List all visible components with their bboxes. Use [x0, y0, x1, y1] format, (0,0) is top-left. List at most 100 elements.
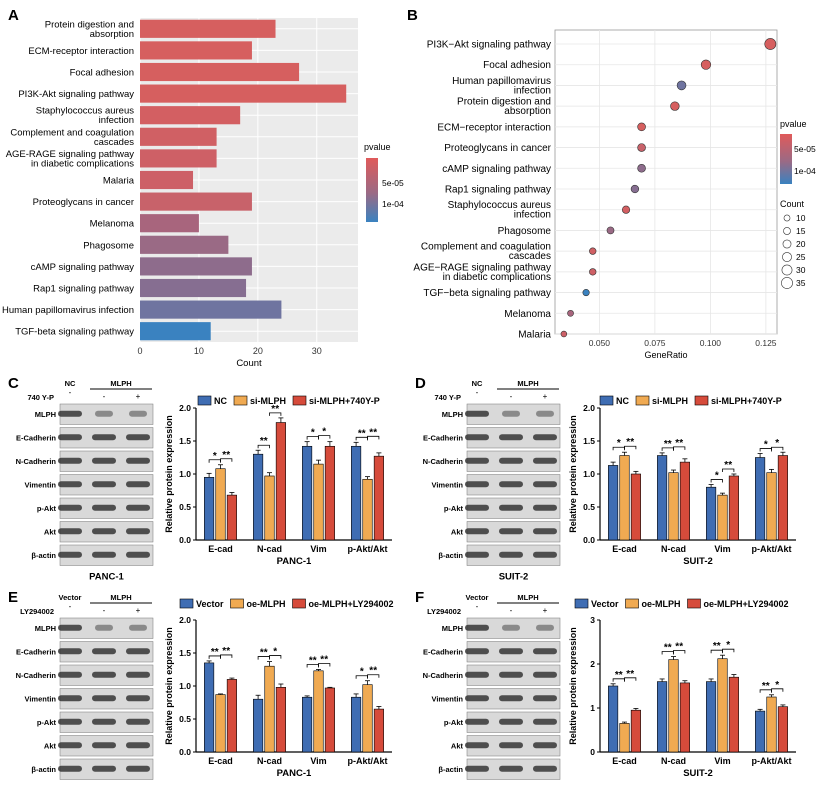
chart-sig-mark: **: [626, 437, 634, 448]
blot-band: [92, 648, 116, 655]
chart-bar: [706, 486, 717, 541]
panel-c-letter: C: [8, 375, 19, 392]
panel-a-category-label: in diabetic complications: [31, 158, 134, 169]
chart-bar: [728, 475, 739, 541]
chart-bar: [362, 478, 373, 541]
blot-band: [58, 410, 82, 417]
chart-sig-mark: *: [617, 438, 621, 449]
blot-band: [92, 504, 116, 511]
blot-treatment-sign: -: [510, 392, 513, 401]
chart-sig-mark: **: [260, 648, 268, 659]
chart-bar: [717, 658, 728, 753]
chart-category-label: E-cad: [208, 544, 233, 554]
chart-ytick-label: 0.5: [583, 502, 595, 512]
chart-category-label: N-cad: [661, 544, 686, 554]
chart-xlabel: SUIT-2: [683, 556, 713, 567]
panel-a-bar: [140, 235, 229, 254]
blot-band: [95, 410, 113, 417]
blot-cell-line-label: PANC-1: [89, 572, 124, 583]
chart-sig-mark: **: [369, 427, 377, 438]
blot-band: [499, 695, 523, 702]
chart-category-label: E-cad: [208, 756, 233, 766]
blot-treatment-sign: +: [543, 392, 548, 401]
chart-sig-mark: **: [222, 646, 230, 657]
chart-sig-mark: **: [211, 647, 219, 658]
panel-b-count-legend-label: 15: [796, 226, 806, 236]
blot-band: [533, 671, 557, 678]
blot-row-label: Vimentin: [431, 694, 463, 703]
panel-b-category-label: PI3K−Akt signaling pathway: [427, 40, 551, 51]
blot-treatment-sign: -: [103, 606, 106, 615]
panel-b-dot: [670, 101, 680, 111]
blot-band: [502, 624, 520, 631]
chart-bar: [679, 461, 690, 541]
panel-b-category-label: cascades: [509, 251, 551, 262]
blot-row-label: β-actin: [438, 551, 463, 560]
blot-band: [465, 434, 489, 441]
chart-xlabel: PANC-1: [277, 768, 312, 779]
chart-ylabel: Relative protein expression: [164, 415, 174, 533]
panel-a-xtick-label: 10: [194, 346, 204, 356]
panel-f-chart: 0 1 2 3 Relative protein expression Vector oe-…: [568, 598, 796, 779]
panel-b-xtick-label: 0.125: [755, 338, 777, 348]
blot-band: [92, 434, 116, 441]
blot-column-header: NC: [65, 379, 76, 388]
chart-bar: [619, 723, 630, 753]
chart-bar: [253, 698, 264, 753]
chart-bar: [253, 453, 264, 541]
panel-a-bar: [140, 19, 276, 38]
panel-a-bar: [140, 62, 300, 82]
blot-row-label: Akt: [44, 527, 57, 536]
blot-band: [465, 551, 489, 558]
chart-bar: [668, 659, 679, 753]
blot-band: [126, 671, 150, 678]
panel-a-category-label: Staphylococcus aureus: [36, 106, 134, 117]
chart-bar: [706, 681, 717, 753]
blot-band: [92, 528, 116, 535]
blot-band: [465, 695, 489, 702]
chart-sig-mark: **: [320, 655, 328, 666]
chart-ytick-label: 0.0: [179, 535, 191, 545]
panel-f-letter: F: [415, 589, 424, 606]
blot-column-header: MLPH: [110, 593, 131, 602]
chart-ylabel: Relative protein expression: [568, 627, 578, 745]
panel-c-blot: C NC MLPH 740 Y-P - - + MLPH E-Cadherin N-Cadheri…: [8, 375, 154, 583]
blot-band: [465, 718, 489, 725]
chart-bar: [324, 687, 335, 753]
chart-bar: [215, 468, 226, 541]
panel-a-bar: [140, 41, 252, 60]
chart-ytick-label: 0.5: [179, 714, 191, 724]
chart-ytick-label: 2: [590, 659, 595, 669]
blot-band: [533, 648, 557, 655]
chart-sig-mark: **: [675, 642, 683, 653]
blot-treatment-label: 740 Y-P: [27, 393, 54, 402]
chart-legend-swatch: [197, 395, 212, 406]
chart-legend-swatch: [179, 598, 194, 609]
blot-row-label: MLPH: [442, 624, 463, 633]
chart-category-label: Vim: [714, 756, 730, 766]
panel-c-chart: 0.0 0.5 1.0 1.5 2.0 Relative protein expressi…: [164, 395, 392, 567]
chart-ytick-label: 0.0: [583, 535, 595, 545]
blot-band: [58, 624, 82, 631]
blot-row-label: N-Cadherin: [423, 671, 464, 680]
panel-a-category-label: Melanoma: [90, 219, 135, 230]
chart-sig-bracket: [624, 677, 637, 681]
chart-category-label: E-cad: [612, 756, 637, 766]
panel-a-legend-title: pvalue: [364, 142, 391, 152]
chart-bar: [608, 685, 619, 753]
panel-b-dot: [589, 247, 597, 255]
blot-row-label: β-actin: [31, 551, 56, 560]
chart-bar: [362, 684, 373, 753]
chart-bar: [264, 475, 275, 541]
blot-band: [126, 528, 150, 535]
chart-sig-mark: **: [675, 438, 683, 449]
blot-band: [126, 551, 150, 558]
panel-b-dot: [764, 38, 777, 50]
panel-d-chart: 0.0 0.5 1.0 1.5 2.0 Relative protein expressi…: [568, 395, 796, 567]
blot-band: [126, 742, 150, 749]
panel-a-category-label: TGF-beta signaling pathway: [15, 327, 134, 338]
blot-row-label: Vimentin: [431, 480, 463, 489]
panel-a-category-label: Malaria: [103, 176, 135, 187]
panel-b-xlabel: GeneRatio: [644, 350, 687, 360]
chart-category-label: Vim: [714, 544, 730, 554]
